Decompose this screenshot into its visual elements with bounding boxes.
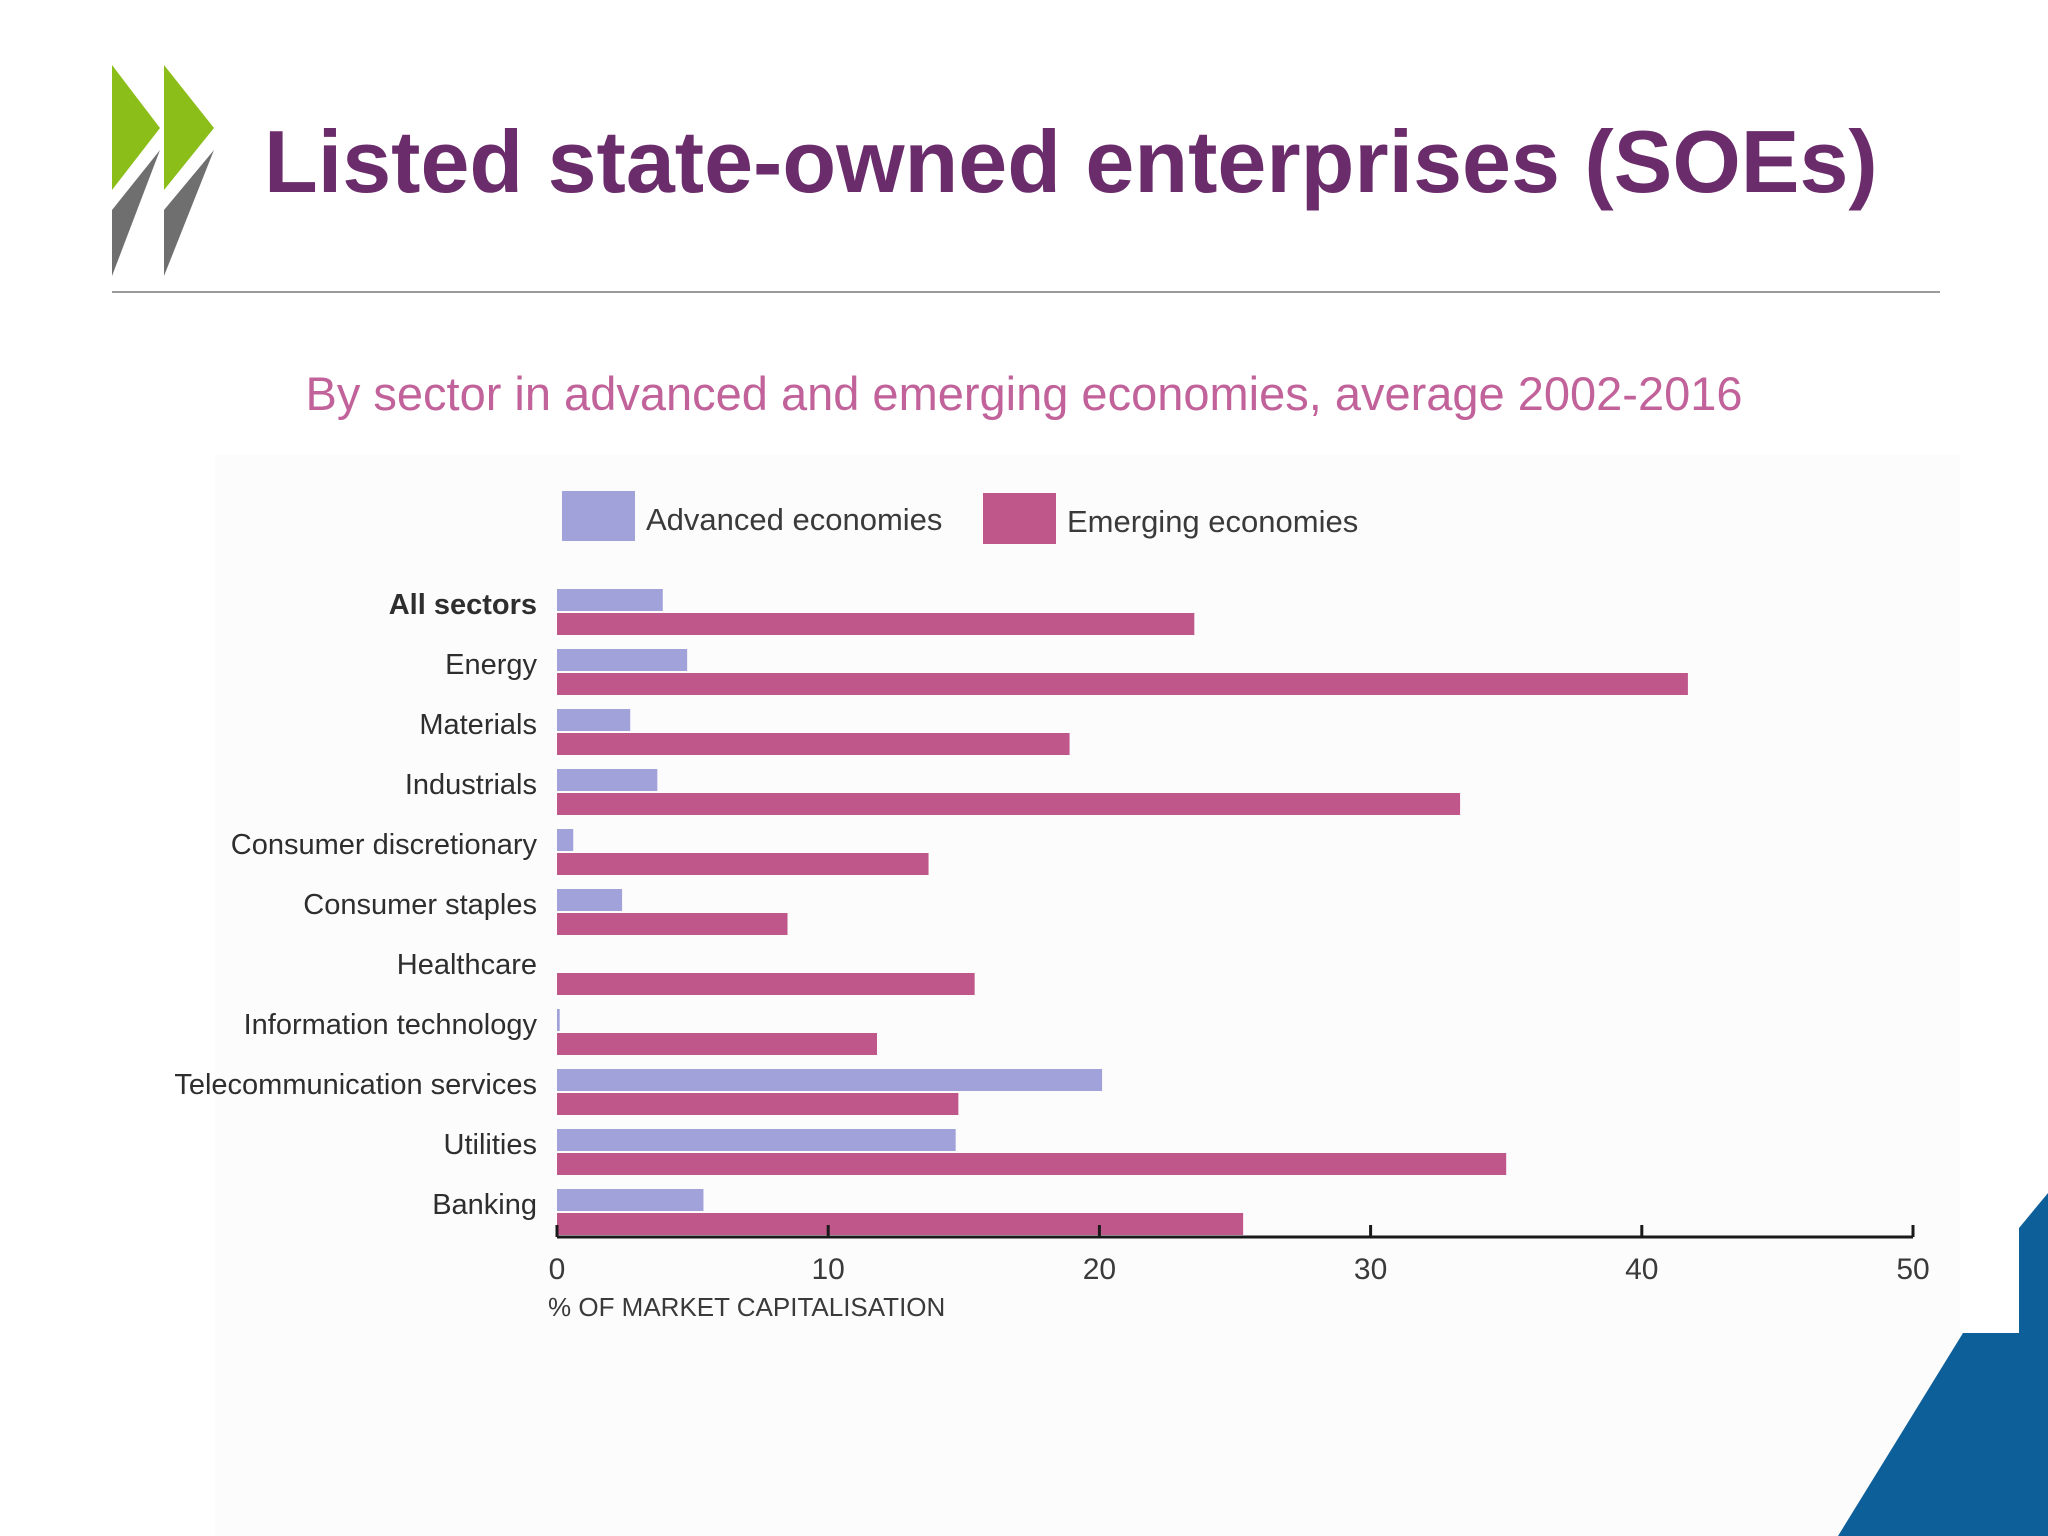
x-tick-label-10: 10 — [812, 1253, 845, 1286]
x-axis: 0 10 20 30 40 50 — [549, 1225, 1930, 1286]
bar-emerging-economies-energy — [557, 673, 1688, 695]
bar-emerging-economies-consumer-staples — [557, 913, 788, 935]
legend-swatch-emerging — [983, 493, 1056, 544]
category-label-information-technology: Information technology — [244, 1009, 538, 1041]
category-label-utilities: Utilities — [444, 1129, 537, 1161]
bar-emerging-economies-consumer-discretionary — [557, 853, 929, 875]
category-label-consumer-discretionary: Consumer discretionary — [231, 829, 538, 861]
slide-title: Listed state-owned enterprises (SOEs) — [264, 112, 1878, 211]
bars — [557, 589, 1688, 1235]
title-divider — [112, 291, 1940, 293]
bar-emerging-economies-utilities — [557, 1153, 1507, 1175]
corner-lower-shape — [1838, 1333, 2048, 1536]
logo-grey-chevron-right — [164, 150, 214, 276]
legend-label-advanced: Advanced economies — [646, 502, 942, 537]
bar-emerging-economies-banking — [557, 1213, 1244, 1235]
bar-advanced-economies-consumer-staples — [557, 889, 623, 911]
x-tick-label-20: 20 — [1083, 1253, 1116, 1286]
x-tick-label-0: 0 — [549, 1253, 566, 1286]
x-tick-label-30: 30 — [1354, 1253, 1387, 1286]
x-tick-label-40: 40 — [1625, 1253, 1658, 1286]
category-label-materials: Materials — [419, 709, 537, 741]
bar-emerging-economies-all-sectors — [557, 613, 1195, 635]
oecd-chevrons-logo-icon — [112, 65, 214, 276]
x-axis-label: % OF MARKET CAPITALISATION — [548, 1292, 945, 1322]
bar-advanced-economies-industrials — [557, 769, 658, 791]
category-label-telecommunication-services: Telecommunication services — [174, 1069, 537, 1101]
logo-green-chevron-right — [164, 65, 214, 190]
category-label-all-sectors: All sectors — [389, 589, 537, 621]
chart-legend: Advanced economies Emerging economies — [562, 491, 1358, 544]
logo-green-chevron-left — [112, 65, 160, 190]
bar-emerging-economies-telecommunication-services — [557, 1093, 959, 1115]
logo-grey-chevron-left — [112, 150, 160, 276]
legend-swatch-advanced — [562, 491, 635, 541]
category-label-consumer-staples: Consumer staples — [303, 889, 537, 921]
bar-emerging-economies-healthcare — [557, 973, 975, 995]
category-labels: All sectors Energy Materials Industrials Con… — [174, 589, 537, 1221]
chart-background — [215, 455, 1960, 1536]
bar-emerging-economies-industrials — [557, 793, 1461, 815]
bar-advanced-economies-information-technology — [557, 1009, 560, 1031]
bar-advanced-economies-telecommunication-services — [557, 1069, 1103, 1091]
category-label-healthcare: Healthcare — [397, 949, 537, 981]
category-label-industrials: Industrials — [405, 769, 537, 801]
bar-advanced-economies-all-sectors — [557, 589, 663, 611]
corner-upper-shape — [2019, 1193, 2048, 1333]
bar-advanced-economies-banking — [557, 1189, 704, 1211]
bar-emerging-economies-information-technology — [557, 1033, 878, 1055]
bar-emerging-economies-materials — [557, 733, 1070, 755]
category-label-energy: Energy — [445, 649, 537, 681]
x-tick-label-50: 50 — [1896, 1253, 1929, 1286]
category-label-banking: Banking — [432, 1189, 537, 1221]
bar-advanced-economies-consumer-discretionary — [557, 829, 574, 851]
bar-advanced-economies-utilities — [557, 1129, 956, 1151]
bar-advanced-economies-energy — [557, 649, 688, 671]
legend-label-emerging: Emerging economies — [1067, 504, 1358, 539]
slide-subtitle: By sector in advanced and emerging econo… — [305, 367, 1743, 420]
bar-advanced-economies-materials — [557, 709, 631, 731]
